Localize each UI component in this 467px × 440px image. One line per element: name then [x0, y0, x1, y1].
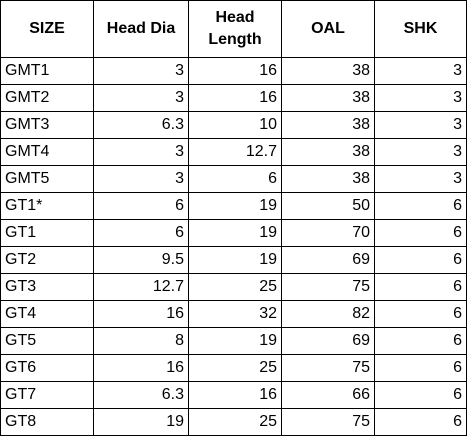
value-cell: 75: [281, 273, 375, 301]
value-cell: 6: [188, 165, 282, 193]
table-row: GMT3 6.3 10 38 3: [0, 111, 467, 139]
value-cell: 8: [93, 327, 189, 355]
value-cell: 3: [374, 138, 467, 166]
value-cell: 3: [93, 138, 189, 166]
value-cell: 6: [93, 219, 189, 247]
value-cell: 19: [188, 246, 282, 274]
table-row: GMT5 3 6 38 3: [0, 165, 467, 193]
value-cell: 9.5: [93, 246, 189, 274]
table-row: GMT4 3 12.7 38 3: [0, 138, 467, 166]
value-cell: 3: [93, 165, 189, 193]
value-cell: 32: [188, 300, 282, 328]
table-row: GT2 9.5 19 69 6: [0, 246, 467, 274]
table-row: GT7 6.3 16 66 6: [0, 381, 467, 409]
value-cell: 70: [281, 219, 375, 247]
value-cell: 75: [281, 408, 375, 436]
value-cell: 3: [374, 111, 467, 139]
value-cell: 38: [281, 57, 375, 85]
table-row: GMT2 3 16 38 3: [0, 84, 467, 112]
value-cell: 6: [374, 381, 467, 409]
value-cell: 6: [374, 327, 467, 355]
header-cell: SIZE: [0, 0, 94, 58]
value-cell: 6: [374, 219, 467, 247]
value-cell: 66: [281, 381, 375, 409]
value-cell: 12.7: [188, 138, 282, 166]
value-cell: 16: [188, 57, 282, 85]
header-cell: Head Dia: [93, 0, 189, 58]
size-cell: GT1: [0, 219, 94, 247]
value-cell: 19: [188, 219, 282, 247]
header-cell: SHK: [374, 0, 467, 58]
value-cell: 6: [374, 192, 467, 220]
value-cell: 3: [374, 165, 467, 193]
table-row: GMT1 3 16 38 3: [0, 57, 467, 85]
size-cell: GT5: [0, 327, 94, 355]
value-cell: 16: [93, 354, 189, 382]
value-cell: 6.3: [93, 111, 189, 139]
value-cell: 3: [93, 84, 189, 112]
value-cell: 38: [281, 111, 375, 139]
size-cell: GT3: [0, 273, 94, 301]
value-cell: 12.7: [93, 273, 189, 301]
size-cell: GMT5: [0, 165, 94, 193]
table-row: GT3 12.7 25 75 6: [0, 273, 467, 301]
value-cell: 50: [281, 192, 375, 220]
size-cell: GT1*: [0, 192, 94, 220]
table-body: GMT1 3 16 38 3 GMT2 3 16 38 3 GMT3 6.3 10 38 3 GMT4 3 12.…: [0, 57, 467, 436]
size-cell: GT6: [0, 354, 94, 382]
size-cell: GT4: [0, 300, 94, 328]
value-cell: 3: [374, 57, 467, 85]
value-cell: 3: [93, 57, 189, 85]
value-cell: 6: [374, 354, 467, 382]
size-cell: GMT1: [0, 57, 94, 85]
value-cell: 38: [281, 84, 375, 112]
size-cell: GT7: [0, 381, 94, 409]
table-row: GT1 6 19 70 6: [0, 219, 467, 247]
value-cell: 16: [188, 84, 282, 112]
value-cell: 6: [93, 192, 189, 220]
value-cell: 82: [281, 300, 375, 328]
value-cell: 25: [188, 354, 282, 382]
value-cell: 25: [188, 408, 282, 436]
table-row: GT5 8 19 69 6: [0, 327, 467, 355]
value-cell: 6: [374, 300, 467, 328]
value-cell: 6: [374, 246, 467, 274]
value-cell: 38: [281, 165, 375, 193]
value-cell: 6: [374, 273, 467, 301]
value-cell: 3: [374, 84, 467, 112]
table-row: GT4 16 32 82 6: [0, 300, 467, 328]
size-cell: GMT4: [0, 138, 94, 166]
value-cell: 16: [188, 381, 282, 409]
header-row: SIZE Head Dia Head Length OAL SHK: [0, 0, 467, 58]
size-cell: GT2: [0, 246, 94, 274]
header-cell: OAL: [281, 0, 375, 58]
value-cell: 10: [188, 111, 282, 139]
value-cell: 25: [188, 273, 282, 301]
value-cell: 75: [281, 354, 375, 382]
size-cell: GMT3: [0, 111, 94, 139]
size-cell: GT8: [0, 408, 94, 436]
value-cell: 69: [281, 327, 375, 355]
table-row: GT1* 6 19 50 6: [0, 192, 467, 220]
value-cell: 69: [281, 246, 375, 274]
value-cell: 19: [188, 192, 282, 220]
size-cell: GMT2: [0, 84, 94, 112]
value-cell: 19: [188, 327, 282, 355]
value-cell: 6.3: [93, 381, 189, 409]
value-cell: 19: [93, 408, 189, 436]
header-cell: Head Length: [188, 0, 282, 58]
value-cell: 6: [374, 408, 467, 436]
table-row: GT6 16 25 75 6: [0, 354, 467, 382]
value-cell: 38: [281, 138, 375, 166]
table-row: GT8 19 25 75 6: [0, 408, 467, 436]
value-cell: 16: [93, 300, 189, 328]
